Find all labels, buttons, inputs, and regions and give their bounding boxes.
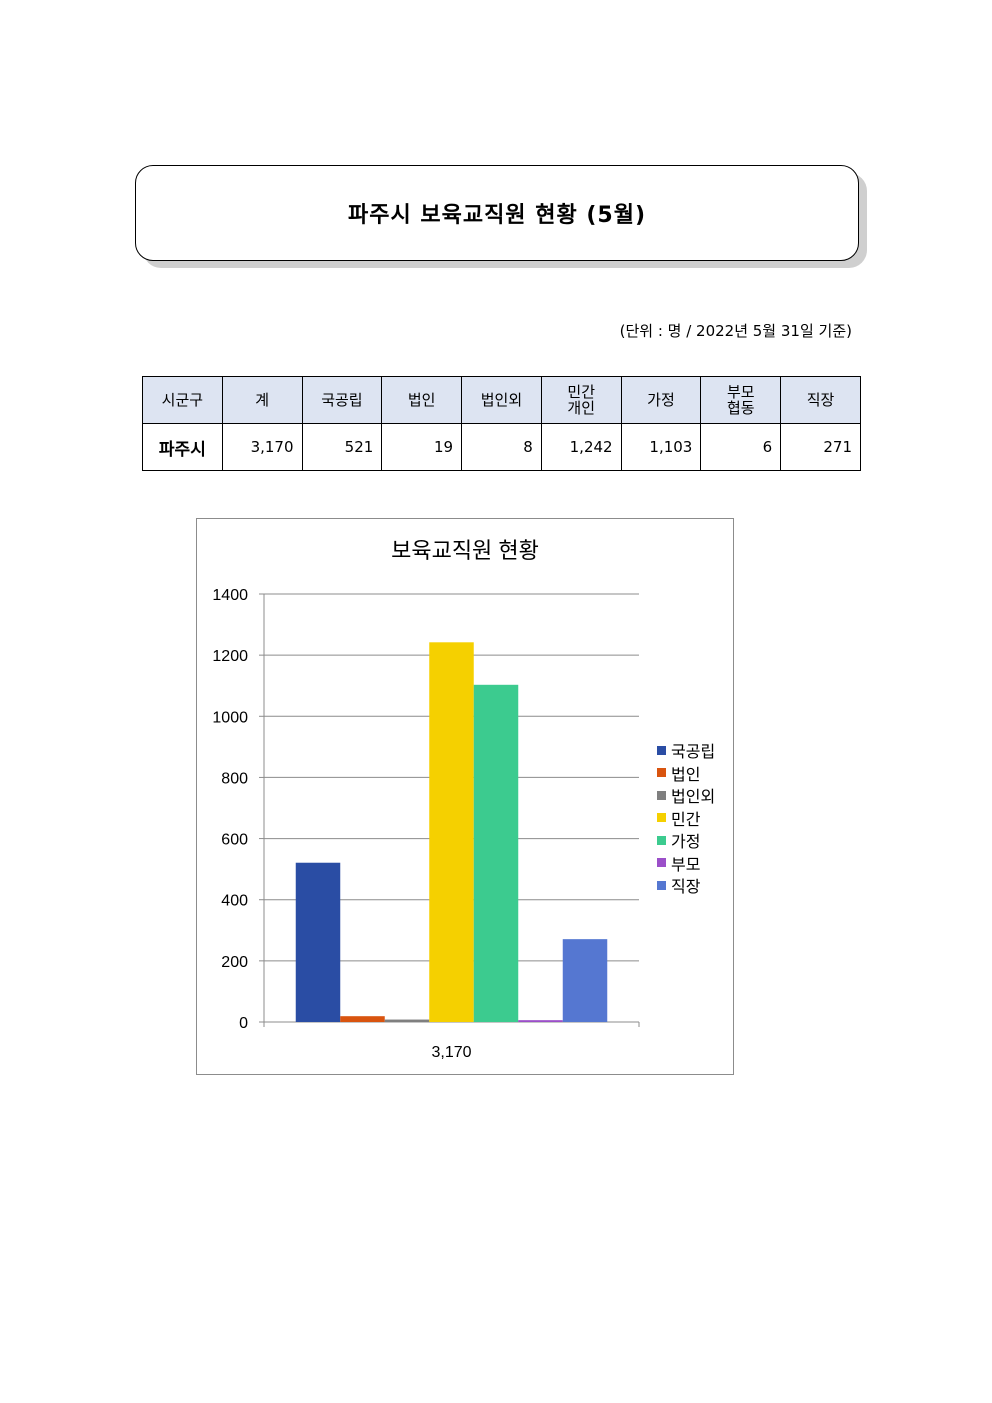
bar-민간 bbox=[429, 642, 474, 1022]
legend-item: 국공립 bbox=[657, 739, 715, 762]
y-tick-label: 800 bbox=[221, 770, 248, 787]
table-header-cell: 국공립 bbox=[301, 376, 383, 424]
y-tick-label: 600 bbox=[221, 832, 248, 849]
y-tick-label: 1200 bbox=[212, 648, 248, 665]
legend-item: 부모 bbox=[657, 852, 715, 875]
bar-법인 bbox=[340, 1016, 385, 1022]
bar-법인외 bbox=[384, 1019, 430, 1022]
legend-swatch bbox=[657, 790, 666, 800]
table-header-cell: 시군구 bbox=[142, 376, 223, 424]
chart-plot: 0 200 400 600 800 1000 1200 1400 3,170 bbox=[212, 587, 640, 1061]
legend-label: 가정 bbox=[671, 832, 701, 852]
table-cell: 1,103 bbox=[620, 423, 702, 471]
table-header-text: 법인외 bbox=[480, 391, 523, 409]
legend-item: 법인외 bbox=[657, 784, 715, 807]
table-cell: 271 bbox=[780, 423, 861, 471]
table-cell: 8 bbox=[461, 423, 542, 471]
table-header-cell: 법인 bbox=[381, 376, 463, 424]
table-header-cell: 가정 bbox=[620, 376, 702, 424]
legend-label: 법인 bbox=[671, 764, 701, 784]
table-header-text: 개인 bbox=[567, 399, 596, 417]
legend-swatch bbox=[657, 880, 666, 890]
table-header-cell: 부모 협동 bbox=[700, 376, 782, 424]
table-cell: 3,170 bbox=[221, 423, 303, 471]
bar-직장 bbox=[562, 939, 608, 1022]
y-tick-label: 400 bbox=[221, 893, 248, 910]
table-cell-region: 파주시 bbox=[142, 423, 223, 471]
table-header-text: 가정 bbox=[647, 391, 675, 409]
legend-swatch bbox=[657, 745, 666, 755]
table-header-text: 계 bbox=[255, 391, 270, 409]
chart-title: 보육교직원 현황 bbox=[391, 538, 539, 563]
legend-label: 법인외 bbox=[671, 787, 716, 807]
legend-item: 가정 bbox=[657, 829, 715, 852]
legend-label: 민간 bbox=[671, 809, 701, 829]
y-tick-label: 200 bbox=[221, 954, 248, 971]
staff-table: 시군구 계 국공립 법인 법인외 민간 개인 가정 부모 협동 직장 파주시 3,170 521 19 8 1… bbox=[142, 376, 861, 471]
y-tick-label: 0 bbox=[239, 1015, 248, 1032]
legend-label: 직장 bbox=[671, 877, 701, 897]
table-header-cell: 법인외 bbox=[461, 376, 542, 424]
table-header-cell: 직장 bbox=[780, 376, 861, 424]
table-header-row: 시군구 계 국공립 법인 법인외 민간 개인 가정 부모 협동 직장 bbox=[142, 376, 861, 424]
title-box: 파주시 보육교직원 현황 (5월) bbox=[135, 165, 859, 261]
y-tick-label: 1000 bbox=[212, 709, 248, 726]
bar-국공립 bbox=[295, 862, 341, 1022]
legend-item: 직장 bbox=[657, 874, 715, 897]
table-header-text: 직장 bbox=[806, 391, 835, 409]
table-cell: 1,242 bbox=[540, 423, 622, 471]
table-header-text: 민간 bbox=[567, 383, 596, 401]
table-cell: 6 bbox=[700, 423, 782, 471]
legend-swatch bbox=[657, 813, 666, 823]
bar-가정 bbox=[473, 684, 519, 1022]
table-header-cell: 민간 개인 bbox=[540, 376, 622, 424]
unit-note: (단위 : 명 / 2022년 5월 31일 기준) bbox=[619, 322, 852, 340]
table-header-text: 법인 bbox=[407, 391, 436, 409]
table-header-text: 시군구 bbox=[161, 391, 204, 409]
legend-swatch bbox=[657, 858, 666, 868]
bar-부모 bbox=[518, 1020, 563, 1022]
legend-item: 법인 bbox=[657, 762, 715, 785]
legend-swatch bbox=[657, 768, 666, 778]
table-cell: 521 bbox=[301, 423, 383, 471]
legend-item: 민간 bbox=[657, 807, 715, 830]
chart: 보육교직원 현황 0 200 400 600 800 1000 1200 1400 3,170 … bbox=[196, 518, 734, 1075]
table-header-text: 협동 bbox=[726, 399, 755, 417]
y-tick-label: 1400 bbox=[212, 587, 248, 604]
legend-label: 국공립 bbox=[671, 742, 716, 762]
table-row: 파주시 3,170 521 19 8 1,242 1,103 6 271 bbox=[142, 423, 861, 471]
table-header-text: 국공립 bbox=[321, 391, 363, 409]
legend-swatch bbox=[657, 835, 666, 845]
page-title: 파주시 보육교직원 현황 (5월) bbox=[347, 203, 647, 228]
table-header-text: 부모 bbox=[726, 383, 755, 401]
legend-label: 부모 bbox=[671, 854, 701, 874]
table-header-cell: 계 bbox=[221, 376, 303, 424]
table-cell: 19 bbox=[381, 423, 463, 471]
x-category-label: 3,170 bbox=[431, 1044, 471, 1061]
